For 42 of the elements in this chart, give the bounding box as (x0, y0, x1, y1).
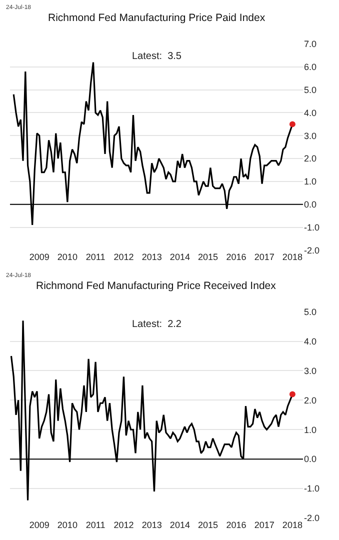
y-tick-label: 4.0 (304, 108, 317, 118)
y-tick-label: 1.0 (304, 176, 317, 187)
y-tick-label: -1.0 (304, 484, 320, 494)
y-tick-label: 6.0 (304, 62, 317, 72)
y-tick-label: 3.0 (304, 366, 317, 376)
x-tick-label: 2012 (114, 252, 134, 262)
x-tick-label: 2014 (170, 252, 190, 262)
x-tick-label: 2013 (142, 252, 162, 262)
y-tick-label: 0.0 (304, 454, 317, 464)
x-tick-label: 2018 (282, 252, 302, 262)
y-tick-label: -1.0 (304, 222, 320, 232)
x-tick-label: 2017 (254, 520, 274, 530)
x-tick-label: 2016 (226, 252, 246, 262)
x-tick-label: 2018 (282, 520, 302, 530)
y-tick-label: 3.0 (304, 130, 317, 141)
x-tick-label: 2016 (226, 520, 246, 530)
x-tick-label: 2011 (86, 252, 106, 262)
y-tick-label: 5.0 (304, 306, 317, 317)
x-tick-label: 2012 (114, 520, 134, 530)
x-tick-label: 2010 (57, 520, 78, 530)
x-tick-label: 2014 (170, 520, 190, 530)
y-tick-label: 2.0 (304, 154, 317, 164)
chart-title: Richmond Fed Manufacturing Price Paid Index (48, 12, 266, 24)
y-tick-label: 0.0 (304, 200, 317, 210)
x-tick-label: 2009 (29, 252, 50, 262)
annotation: Latest: 3.5 (132, 51, 182, 62)
x-tick-label: 2009 (29, 520, 50, 530)
y-tick-label: 7.0 (304, 39, 317, 50)
x-tick-label: 2015 (198, 520, 218, 530)
x-tick-label: 2017 (254, 252, 274, 262)
x-tick-label: 2011 (86, 520, 106, 530)
x-tick-label: 2010 (57, 252, 78, 262)
x-tick-label: 2013 (142, 520, 162, 530)
x-tick-label: 2015 (198, 252, 218, 262)
annotation: Latest: 2.2 (132, 319, 182, 330)
y-tick-label: 1.0 (304, 424, 317, 435)
chart-title: Richmond Fed Manufacturing Price Received Index (36, 280, 277, 292)
y-tick-label: 4.0 (304, 336, 317, 346)
y-tick-label: -2.0 (304, 245, 320, 256)
y-tick-label: 5.0 (304, 84, 317, 95)
y-tick-label: -2.0 (304, 513, 320, 524)
y-tick-label: 2.0 (304, 395, 317, 406)
